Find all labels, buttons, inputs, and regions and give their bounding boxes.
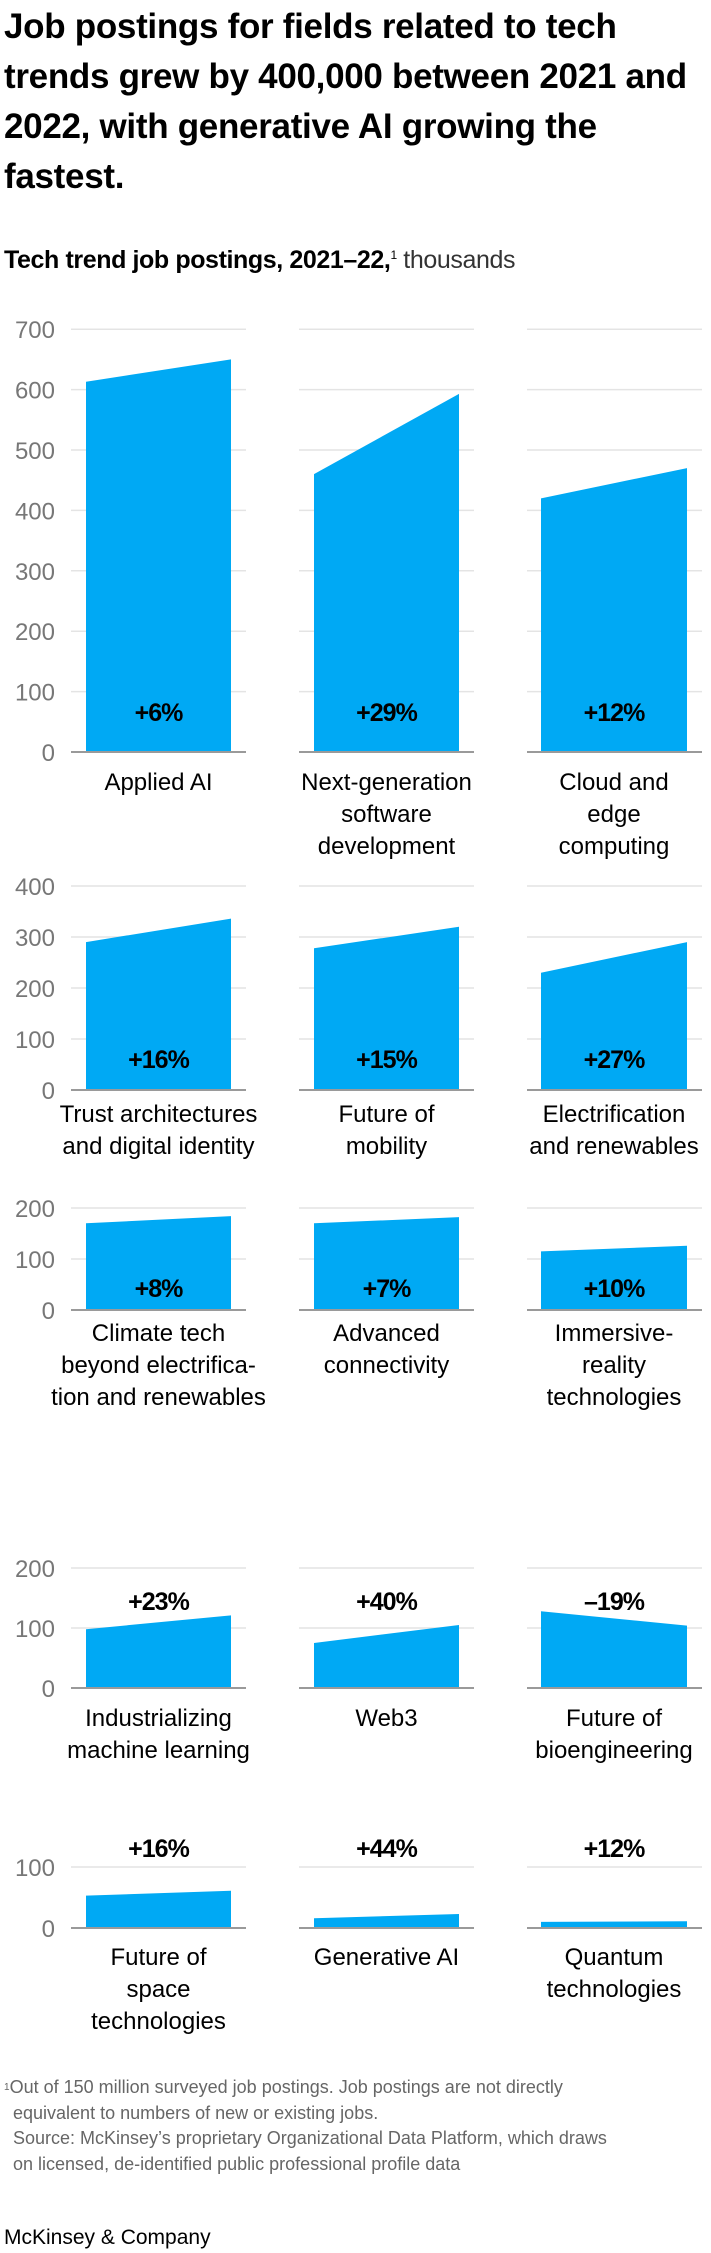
change-label: +12%: [584, 1835, 645, 1863]
category-label: Generative AI: [314, 1944, 459, 1971]
y-tick-label: 0: [42, 1298, 55, 1325]
headline: Job postings for fields related to tech …: [4, 7, 687, 196]
subtitle-unit: thousands: [403, 246, 516, 274]
chart-subtitle: Tech trend job postings, 2021–22,1 thous…: [4, 246, 515, 275]
category-label: Immersive-: [555, 1320, 674, 1347]
footnote-1: 1Out of 150 million surveyed job posting…: [4, 2075, 704, 2101]
area-mark: [541, 1921, 687, 1928]
category-label: software: [341, 801, 432, 828]
y-tick-label: 200: [15, 1556, 55, 1583]
brand-logo: McKinsey & Company: [4, 2226, 211, 2249]
y-tick-label: 600: [15, 378, 55, 405]
change-label: +7%: [363, 1275, 412, 1303]
category-label: beyond electrifica-: [61, 1352, 256, 1379]
area-mark: [314, 1217, 459, 1310]
y-tick-label: 500: [15, 438, 55, 465]
area-mark: [86, 918, 231, 1090]
change-label: +8%: [135, 1275, 184, 1303]
category-label: Future of: [110, 1944, 206, 1971]
y-tick-label: 100: [15, 1616, 55, 1643]
change-label: +15%: [356, 1046, 417, 1074]
y-tick-label: 400: [15, 498, 55, 525]
category-label: machine learning: [67, 1737, 250, 1764]
change-label: +23%: [128, 1588, 189, 1616]
category-label: development: [318, 833, 456, 860]
subtitle-bold: Tech trend job postings, 2021–22,: [4, 246, 391, 274]
category-label: Future of: [338, 1101, 434, 1128]
footnote-text-2: equivalent to numbers of new or existing…: [13, 2102, 379, 2123]
area-mark: [314, 393, 459, 752]
category-label: technologies: [91, 2008, 226, 2035]
category-label: bioengineering: [535, 1737, 692, 1764]
y-tick-label: 0: [42, 740, 55, 767]
subtitle-footnote-mark: 1: [390, 248, 397, 262]
change-label: +40%: [356, 1588, 417, 1616]
y-tick-label: 200: [15, 976, 55, 1003]
footnotes: 1Out of 150 million surveyed job posting…: [4, 2075, 704, 2177]
area-mark: [541, 942, 687, 1090]
area-mark: [541, 1611, 687, 1688]
category-label: Trust architectures: [60, 1101, 258, 1128]
y-tick-label: 300: [15, 559, 55, 586]
y-tick-label: 100: [15, 1247, 55, 1274]
source-line-2: on licensed, de-identified public profes…: [13, 2153, 461, 2174]
area-mark: [86, 1615, 231, 1688]
change-label: +6%: [135, 699, 184, 727]
y-tick-label: 200: [15, 1196, 55, 1223]
y-tick-label: 0: [42, 1676, 55, 1703]
y-tick-label: 100: [15, 1027, 55, 1054]
change-label: +27%: [584, 1046, 645, 1074]
category-label: computing: [559, 833, 670, 860]
category-label: connectivity: [324, 1352, 449, 1379]
y-tick-label: 100: [15, 680, 55, 707]
footnote-text-1: Out of 150 million surveyed job postings…: [9, 2077, 563, 2097]
category-label: edge: [587, 801, 640, 828]
category-label: technologies: [547, 1384, 682, 1411]
y-tick-label: 400: [15, 874, 55, 901]
category-label: Future of: [566, 1705, 662, 1732]
source-line-1: Source: McKinsey’s proprietary Organizat…: [13, 2128, 607, 2148]
category-label: Cloud and: [559, 769, 668, 796]
area-mark: [86, 1890, 231, 1928]
y-tick-label: 100: [15, 1855, 55, 1882]
area-mark: [314, 1625, 459, 1688]
category-label: Electrification: [543, 1101, 686, 1128]
category-label: and renewables: [529, 1133, 698, 1160]
change-label: +10%: [584, 1275, 645, 1303]
y-tick-label: 300: [15, 925, 55, 952]
category-label: Web3: [355, 1705, 417, 1732]
y-tick-label: 0: [42, 1916, 55, 1943]
category-label: tion and renewables: [51, 1384, 266, 1411]
y-tick-label: 0: [42, 1078, 55, 1105]
change-label: +29%: [356, 699, 417, 727]
category-label: Next-generation: [301, 769, 472, 796]
change-label: –19%: [584, 1588, 645, 1616]
change-label: +16%: [128, 1835, 189, 1863]
category-label: Industrializing: [85, 1705, 232, 1732]
category-label: reality: [582, 1352, 646, 1379]
change-label: +44%: [356, 1835, 417, 1863]
category-label: Applied AI: [104, 769, 212, 796]
category-label: Advanced: [333, 1320, 440, 1347]
category-label: Quantum: [565, 1944, 664, 1971]
area-mark: [86, 359, 231, 752]
area-mark: [86, 1216, 231, 1310]
area-mark: [541, 468, 687, 752]
category-label: Climate tech: [92, 1320, 225, 1347]
area-mark: [314, 1913, 459, 1928]
footnote-mark: 1: [4, 2082, 10, 2093]
area-mark: [541, 1245, 687, 1310]
category-label: technologies: [547, 1976, 682, 2003]
change-label: +12%: [584, 699, 645, 727]
y-tick-label: 700: [15, 317, 55, 344]
category-label: and digital identity: [62, 1133, 254, 1160]
area-mark: [314, 926, 459, 1090]
category-label: space: [126, 1976, 190, 2003]
y-tick-label: 200: [15, 619, 55, 646]
change-label: +16%: [128, 1046, 189, 1074]
category-label: mobility: [346, 1133, 427, 1160]
